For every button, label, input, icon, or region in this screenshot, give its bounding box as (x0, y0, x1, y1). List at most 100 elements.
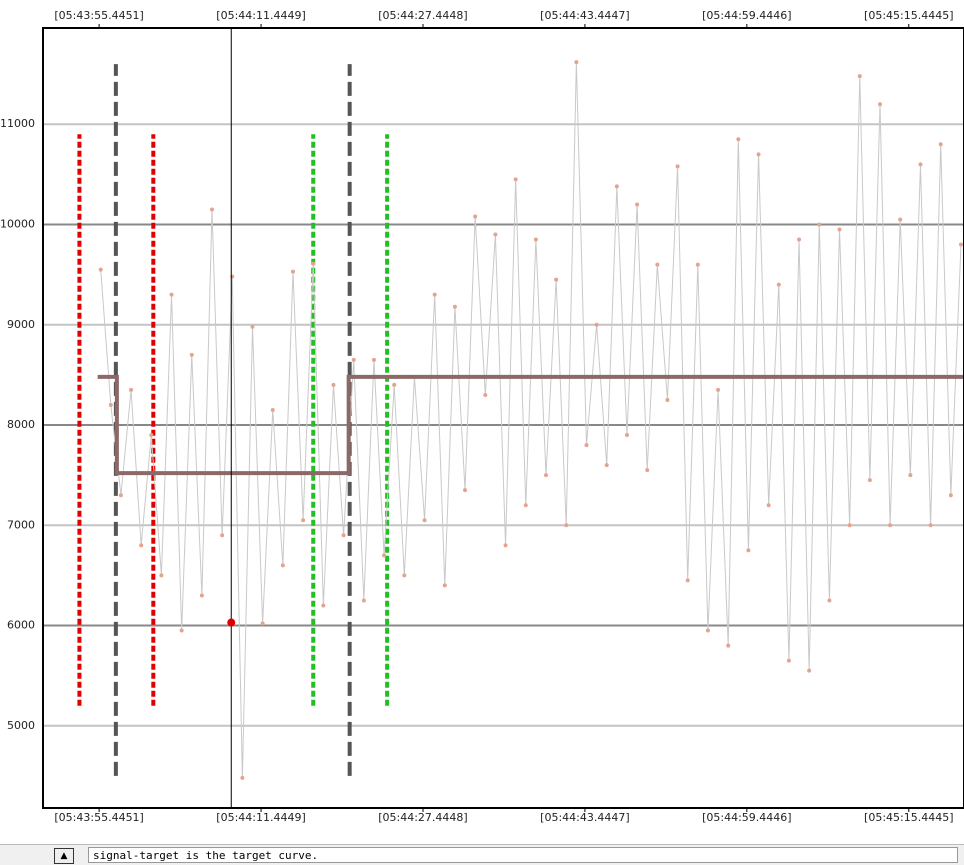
signal-point (220, 533, 225, 538)
signal-point (280, 563, 285, 568)
signal-point (554, 277, 559, 282)
x-tick-label: [05:44:27.4448] (378, 811, 467, 824)
signal-point (382, 553, 387, 558)
signal-point (463, 488, 468, 493)
signal-point (827, 598, 832, 603)
x-tick-label: [05:45:15.4445] (864, 9, 953, 22)
signal-point (169, 292, 174, 297)
signal-point (290, 269, 295, 274)
signal-point (867, 478, 872, 483)
signal-point (392, 382, 397, 387)
signal-point (321, 603, 326, 608)
signal-point (533, 237, 538, 242)
signal-point (402, 573, 407, 578)
signal-point (361, 598, 366, 603)
signal-point (614, 184, 619, 189)
x-tick-label: [05:44:59.4446] (702, 9, 791, 22)
signal-point (928, 523, 933, 528)
target-line (97, 374, 964, 476)
cursor-point (227, 618, 236, 627)
signal-point (210, 207, 215, 212)
signal-point (240, 775, 245, 780)
signal-point (341, 533, 346, 538)
chart: 5000 6000 7000 8000 9000 10000 11000 [05:43:55.… (0, 9, 964, 824)
signal-point (938, 142, 943, 147)
signal-point (776, 282, 781, 287)
signal-point (665, 397, 670, 402)
signal-point (604, 463, 609, 468)
signal-point (645, 468, 650, 473)
signal-point (635, 202, 640, 207)
signal-point (129, 387, 134, 392)
signal-point (432, 292, 437, 297)
signal-point (898, 217, 903, 222)
signal-point (685, 578, 690, 583)
signal-line (100, 62, 962, 778)
signal-point (544, 473, 549, 478)
status-bar: ▲ signal-target is the target curve. (0, 844, 964, 865)
signal-point (513, 177, 518, 182)
signal-point (817, 222, 822, 227)
signal-point (159, 573, 164, 578)
plot-frame (42, 27, 964, 809)
signal-point (948, 493, 953, 498)
x-tick-label: [05:45:15.4445] (864, 811, 953, 824)
signal-point (695, 262, 700, 267)
y-tick-label: 6000 (7, 619, 35, 632)
signal-point (371, 357, 376, 362)
signal-point (746, 548, 751, 553)
signal-point (857, 74, 862, 79)
signal-point (716, 387, 721, 392)
signal-point (149, 433, 154, 438)
signal-point (574, 60, 579, 65)
signal-point (250, 324, 255, 329)
signal-point (847, 523, 852, 528)
signal-point (483, 392, 488, 397)
signal-point (442, 583, 447, 588)
signal-point (675, 164, 680, 169)
signal-point (199, 593, 204, 598)
signal-point (736, 137, 741, 142)
x-tick-label: [05:44:43.4447] (540, 811, 629, 824)
x-tick-label: [05:44:43.4447] (540, 9, 629, 22)
signal-point (786, 658, 791, 663)
x-tick-label: [05:44:11.4449] (216, 9, 305, 22)
signal-point (473, 214, 478, 219)
signal-point (584, 443, 589, 448)
y-tick-label: 5000 (7, 719, 35, 732)
signal-point (301, 518, 306, 523)
signal-point (807, 668, 812, 673)
x-tick-label: [05:44:27.4448] (378, 9, 467, 22)
signal-point (493, 232, 498, 237)
signal-point (726, 643, 731, 648)
signal-point (351, 357, 356, 362)
scroll-button[interactable]: ▲ (54, 848, 74, 864)
signal-point (422, 518, 427, 523)
signal-point (564, 523, 569, 528)
y-tick-label: 7000 (7, 518, 35, 531)
signal-point (139, 543, 144, 548)
signal-point (523, 503, 528, 508)
signal-point (260, 621, 265, 626)
x-tick-label: [05:44:11.4449] (216, 811, 305, 824)
status-text: signal-target is the target curve. (88, 847, 958, 863)
y-tick-label: 10000 (0, 218, 35, 231)
signal-point (179, 628, 184, 633)
y-tick-label: 9000 (7, 318, 35, 331)
x-tick-label: [05:44:59.4446] (702, 811, 791, 824)
signal-point (705, 628, 710, 633)
signal-point (118, 493, 123, 498)
signal-point (311, 261, 316, 266)
signal-point (270, 407, 275, 412)
signal-point (98, 267, 103, 272)
x-tick-label: [05:43:55.4451] (54, 811, 143, 824)
signal-point (452, 304, 457, 309)
signal-point (918, 162, 923, 167)
signal-point (837, 227, 842, 232)
signal-point (877, 102, 882, 107)
y-tick-label: 8000 (7, 418, 35, 431)
signal-point (594, 322, 599, 327)
signal-point (797, 237, 802, 242)
signal-point (108, 402, 113, 407)
signal-point (756, 152, 761, 157)
